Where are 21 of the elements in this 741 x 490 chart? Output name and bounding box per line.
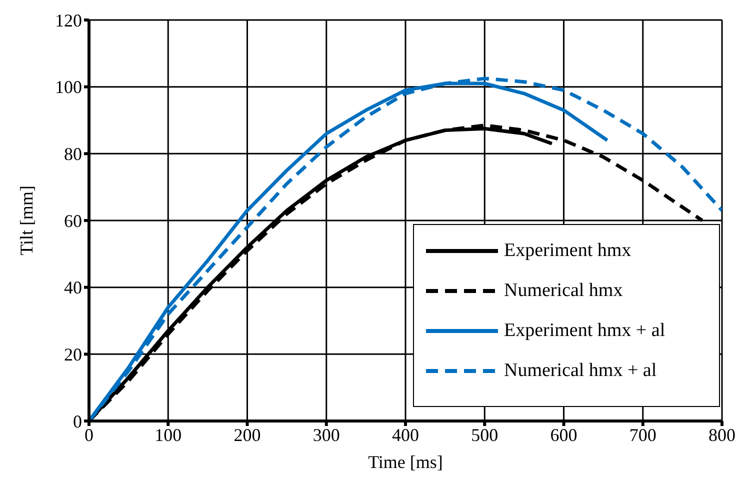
y-axis-title: Tilt [mm] bbox=[16, 186, 36, 256]
y-tick-label: 20 bbox=[64, 344, 82, 365]
y-tick-label: 80 bbox=[64, 144, 82, 164]
y-tick-label: 60 bbox=[64, 210, 82, 231]
y-tick-label: 40 bbox=[64, 278, 82, 298]
x-axis-title: Time [ms] bbox=[368, 452, 443, 472]
y-tick-label: 0 bbox=[73, 411, 82, 432]
x-tick-label: 700 bbox=[629, 424, 656, 445]
legend-label: Experiment hmx bbox=[504, 240, 632, 262]
y-tick-label: 120 bbox=[55, 10, 82, 30]
x-tick-label: 400 bbox=[392, 424, 419, 445]
x-tick-label: 100 bbox=[154, 424, 182, 445]
legend-label: Numerical hmx + al bbox=[504, 360, 657, 382]
legend-label: Experiment hmx + al bbox=[504, 320, 666, 342]
x-tick-label: 500 bbox=[471, 424, 498, 445]
x-tick-label: 300 bbox=[312, 424, 340, 445]
x-tick-label: 800 bbox=[708, 424, 736, 445]
x-tick-label: 600 bbox=[550, 424, 578, 445]
legend-label: Numerical hmx bbox=[504, 280, 623, 302]
y-tick-label: 100 bbox=[55, 77, 82, 98]
x-tick-label: 200 bbox=[234, 424, 261, 445]
